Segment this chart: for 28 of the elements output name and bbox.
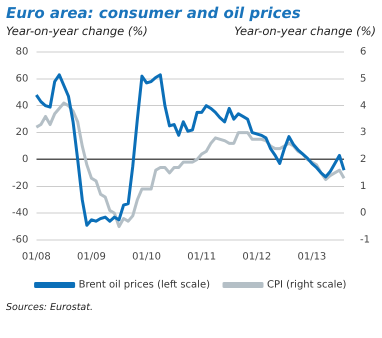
- legend-label: CPI (right scale): [267, 280, 346, 291]
- y-tick-label: -20: [12, 180, 28, 192]
- y-tick-label: -40: [12, 208, 28, 219]
- x-tick-label: 01/12: [242, 252, 272, 263]
- x-tick-label: 01/11: [187, 252, 216, 263]
- y-axis-title: Year-on-year change (%): [6, 24, 148, 38]
- x-tick-label: 01/10: [132, 252, 161, 263]
- y2-tick-label: 5: [360, 73, 366, 84]
- x-tick-label: 01/09: [77, 252, 106, 263]
- y-tick-label: 20: [16, 127, 28, 138]
- chart-title: Euro area: consumer and oil prices: [5, 3, 302, 24]
- y-tick-label: 40: [16, 100, 28, 112]
- y2-tick-label: 6: [360, 46, 366, 58]
- y2-tick-label: 1: [360, 180, 366, 192]
- y-tick-label: 60: [16, 73, 28, 84]
- x-tick-label: 01/13: [297, 252, 326, 263]
- y2-tick-label: 0: [360, 208, 366, 219]
- y2-tick-label: 3: [360, 127, 366, 138]
- source-note: Sources: Eurostat.: [5, 301, 94, 315]
- y-tick-label: -60: [12, 234, 28, 246]
- y2-tick-label: -1: [360, 234, 370, 246]
- y2-axis-title: Year-on-year change (%): [234, 24, 376, 38]
- y-tick-label: 0: [22, 154, 28, 166]
- y-tick-label: 80: [16, 46, 28, 58]
- y2-tick-label: 4: [360, 100, 366, 112]
- y2-tick-label: 2: [360, 154, 366, 166]
- x-tick-label: 01/08: [22, 252, 51, 263]
- legend-label: Brent oil prices (left scale): [78, 280, 210, 291]
